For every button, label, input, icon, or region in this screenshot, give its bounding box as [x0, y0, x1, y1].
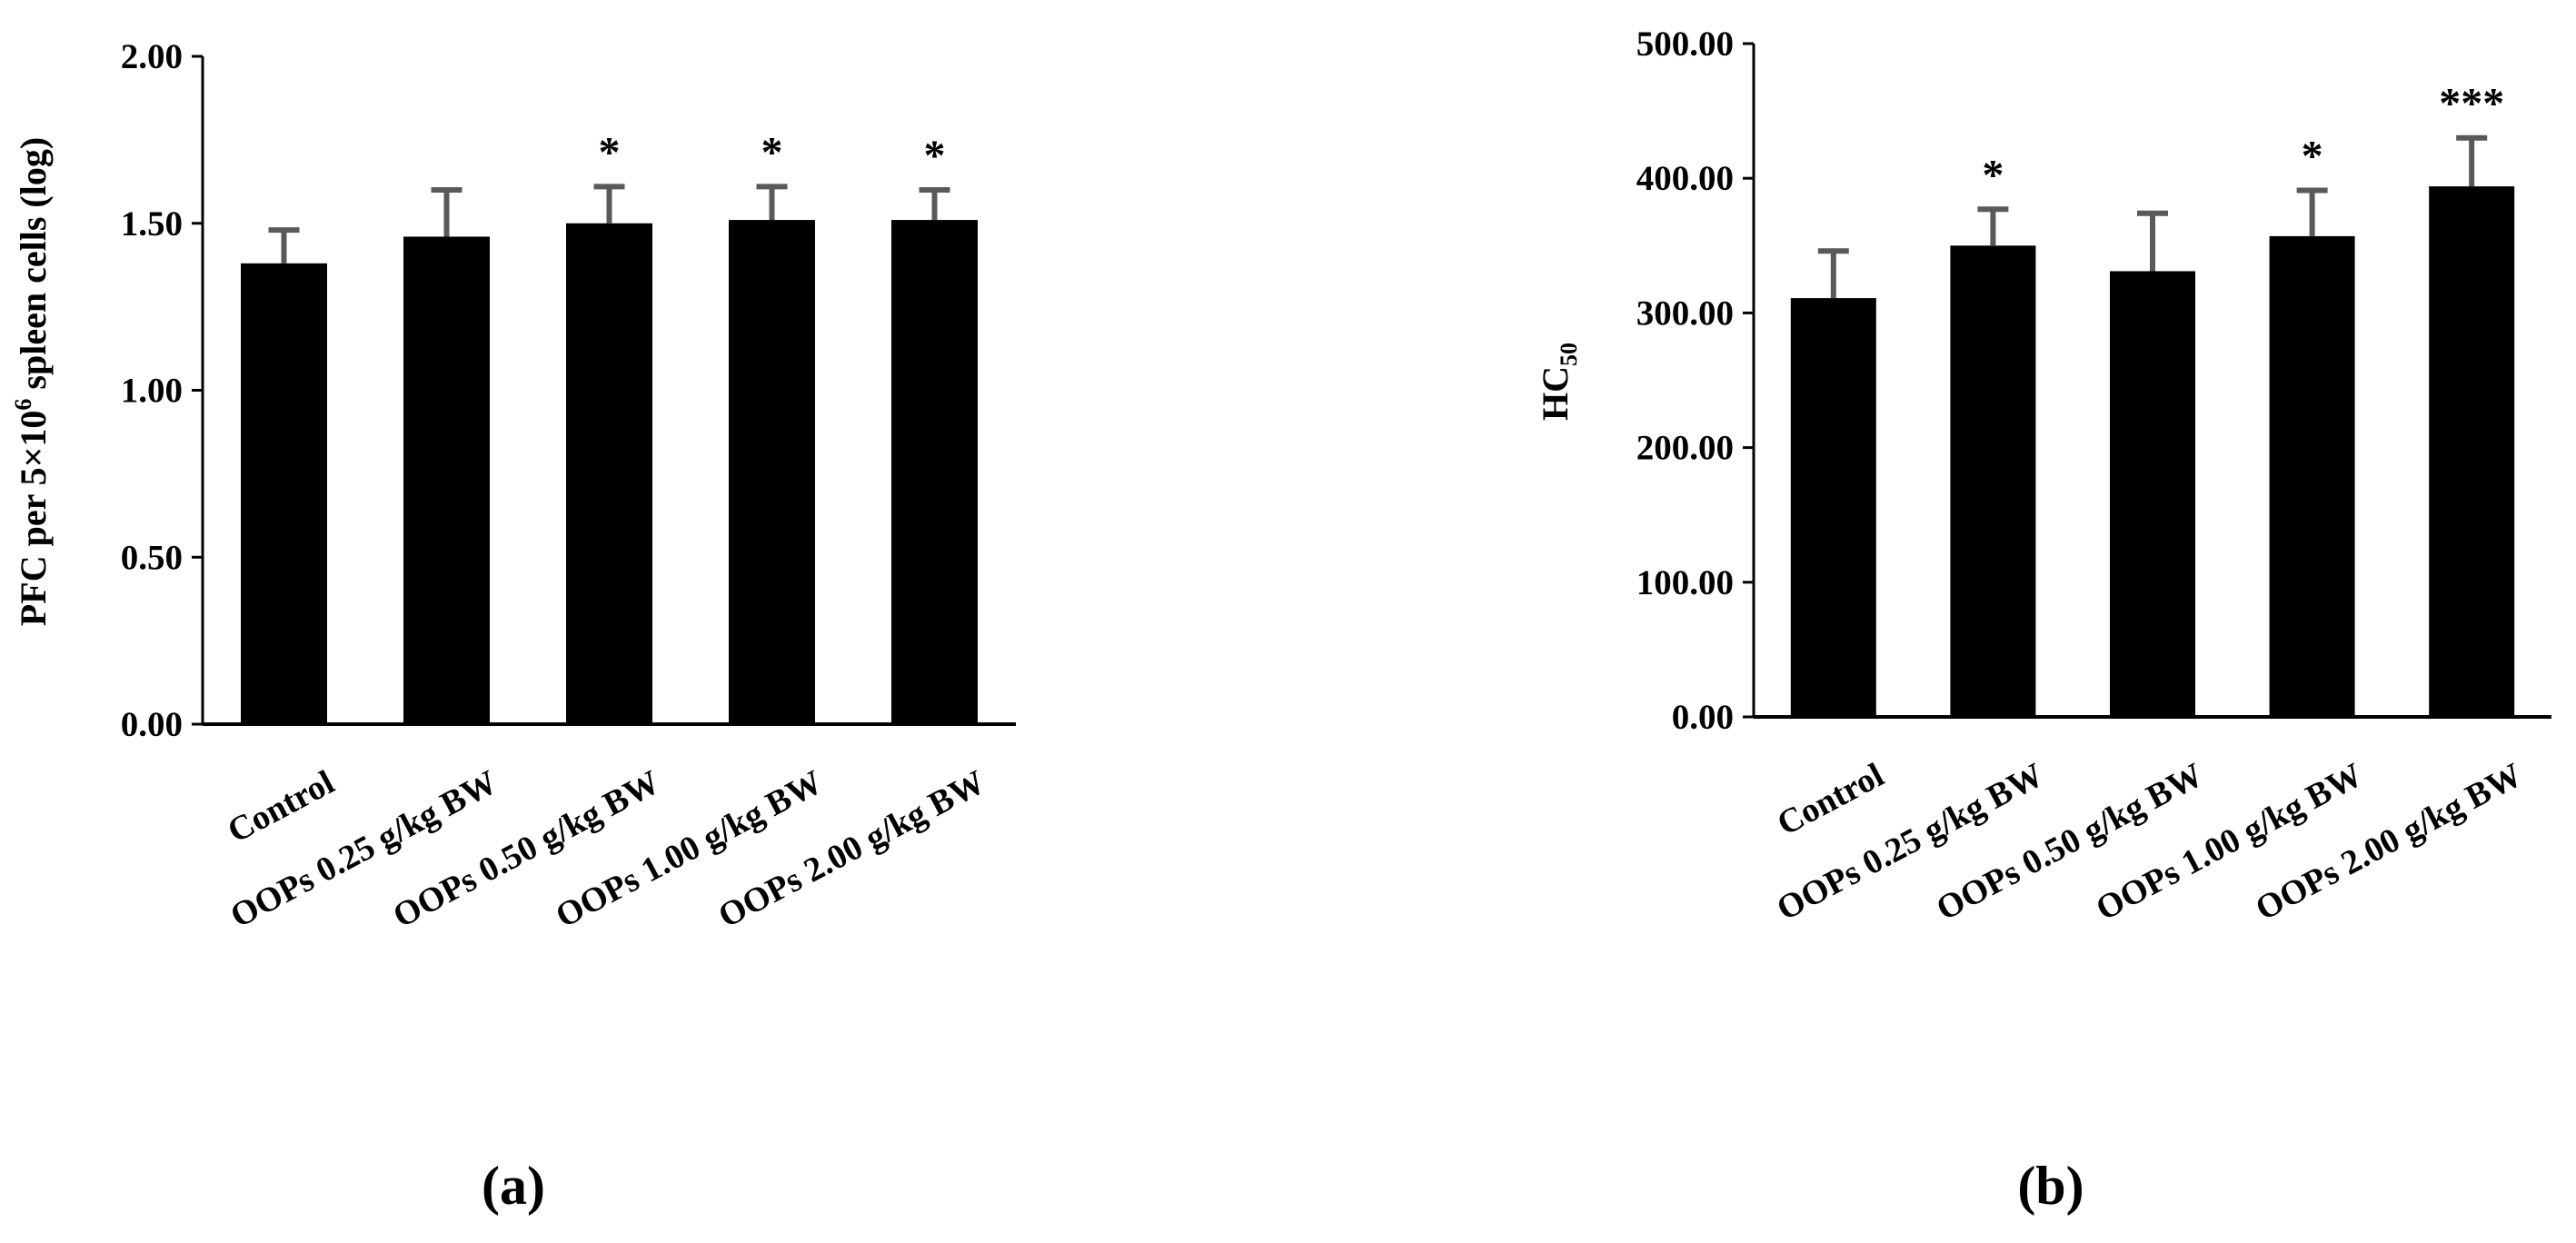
panel-label: (a): [482, 1156, 545, 1216]
y-tick-label: 0.00: [121, 705, 183, 744]
x-tick-label: Control: [1771, 756, 1890, 843]
significance-marker: *: [924, 132, 946, 180]
significance-marker: *: [599, 128, 621, 176]
y-tick-label: 400.00: [1636, 159, 1734, 198]
x-tick-label: OOPs 0.25 g/kg BW: [224, 763, 503, 936]
y-tick-label: 1.00: [121, 372, 183, 411]
significance-marker: *: [2302, 133, 2323, 181]
y-tick-label: 0.50: [121, 538, 183, 577]
y-axis-label-rest: spleen cells (log): [13, 137, 54, 399]
x-tick-label: OOPs 0.50 g/kg BW: [1930, 756, 2209, 929]
bar: [1950, 245, 2036, 717]
bar: [891, 220, 978, 724]
y-axis-label-subscript: 50: [1556, 343, 1582, 366]
bar: [2269, 235, 2355, 717]
x-tick-label: OOPs 1.00 g/kg BW: [550, 763, 829, 936]
panel-label: (b): [2017, 1156, 2084, 1216]
bar: [1790, 298, 1876, 717]
y-tick-label: 500.00: [1636, 25, 1734, 64]
bar: [241, 263, 327, 724]
x-tick-label: Control: [222, 763, 341, 850]
y-tick-label: 100.00: [1636, 563, 1734, 602]
x-tick-label: OOPs 2.00 g/kg BW: [712, 763, 991, 936]
x-tick-label: OOPs 2.00 g/kg BW: [2250, 756, 2529, 929]
x-tick-label: OOPs 0.50 g/kg BW: [387, 763, 666, 936]
y-tick-label: 200.00: [1636, 429, 1734, 468]
bar: [403, 236, 490, 724]
y-tick-label: 1.50: [121, 204, 183, 244]
significance-marker: *: [761, 128, 783, 176]
y-tick-label: 2.00: [121, 37, 183, 76]
y-axis-label-superscript: 6: [10, 399, 36, 411]
y-tick-label: 0.00: [1672, 698, 1734, 737]
y-axis-label-main: HC: [1535, 366, 1576, 421]
bar: [2110, 271, 2195, 717]
y-axis-label-main: PFC per 5×10: [13, 411, 54, 627]
x-tick-label: OOPs 0.25 g/kg BW: [1771, 756, 2050, 929]
bar: [566, 223, 652, 724]
y-tick-label: 300.00: [1636, 293, 1734, 333]
y-axis-label: HC50: [1535, 343, 1582, 421]
chart-panel-a: 0.00 0.50 1.00 1.50 2.00 PFC per 5×106 spleen…: [10, 37, 1016, 1216]
bar: [2429, 186, 2515, 718]
bar: [729, 220, 815, 724]
significance-marker: *: [1982, 151, 2004, 199]
y-axis-label: PFC per 5×106 spleen cells (log): [10, 137, 54, 626]
x-tick-label: OOPs 1.00 g/kg BW: [2090, 756, 2369, 929]
significance-marker: ***: [2439, 80, 2504, 128]
chart-panel-b: 0.00 100.00 200.00 300.00 400.00 500.00 HC50 Co…: [1535, 25, 2551, 1216]
